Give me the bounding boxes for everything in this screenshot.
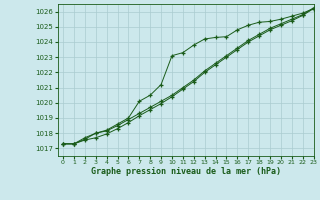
- X-axis label: Graphe pression niveau de la mer (hPa): Graphe pression niveau de la mer (hPa): [91, 167, 281, 176]
